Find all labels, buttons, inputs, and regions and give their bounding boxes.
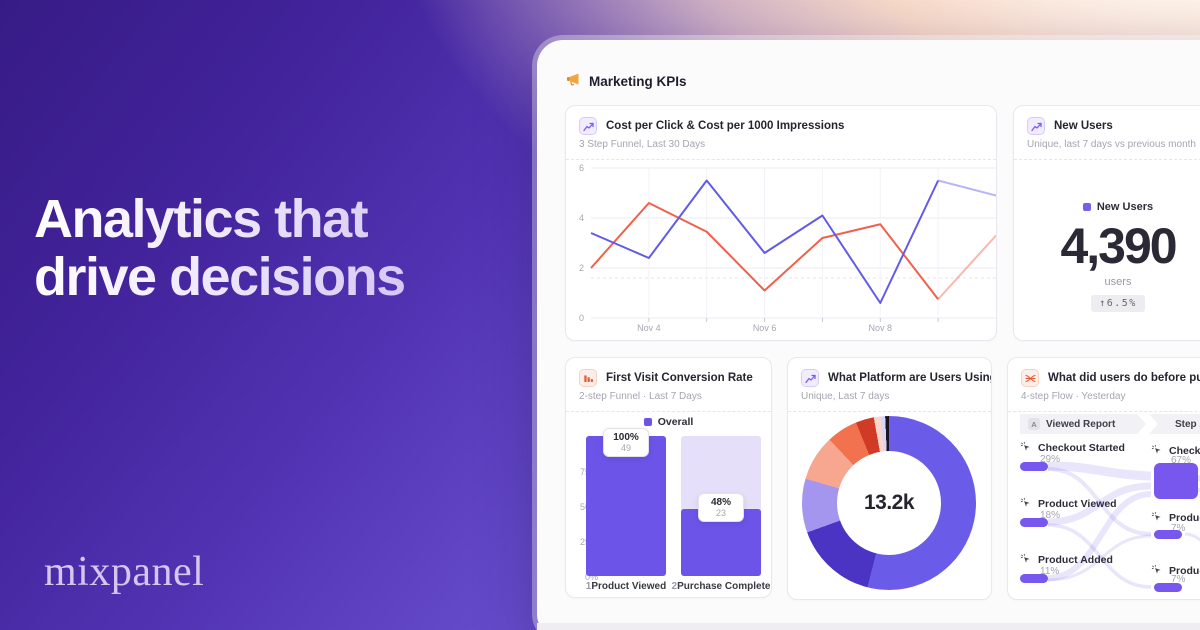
card-title: First Visit Conversion Rate bbox=[606, 372, 753, 384]
flow-node-label: Checkout Started bbox=[1020, 441, 1125, 455]
funnel-tooltip: 100% 49 bbox=[603, 428, 649, 457]
svg-text:2: 2 bbox=[579, 263, 584, 273]
flow-node-bar bbox=[1020, 518, 1048, 527]
card-title: What Platform are Users Using? bbox=[828, 372, 992, 384]
card-title: Cost per Click & Cost per 1000 Impressio… bbox=[606, 120, 845, 132]
flow-node-pct: 11% bbox=[1040, 566, 1060, 577]
card-subtitle: Unique, Last 7 days bbox=[801, 391, 890, 402]
kpi-legend: New Users bbox=[1082, 201, 1154, 213]
card-subtitle: 3 Step Funnel, Last 30 Days bbox=[579, 139, 706, 150]
card-cost-per-click-header: Cost per Click & Cost per 1000 Impressio… bbox=[566, 106, 996, 160]
step-a-badge: A bbox=[1028, 418, 1040, 430]
flow-node-bar bbox=[1154, 530, 1182, 539]
card-purchase-flow: What did users do before purchase 4-step… bbox=[1007, 357, 1200, 600]
kpi-unit: users bbox=[1104, 276, 1132, 288]
flow-node-pct: 7% bbox=[1171, 523, 1186, 534]
svg-text:Nov 4: Nov 4 bbox=[637, 323, 661, 333]
kpi-value: 4,390 bbox=[1060, 218, 1177, 274]
kpi-legend-label: New Users bbox=[1096, 201, 1154, 213]
board-title: Marketing KPIs bbox=[565, 71, 687, 92]
line-chart-icon bbox=[1027, 117, 1045, 135]
cpc-line-chart: 0 2 4 6 Nov 4 Nov 6 Nov 8 bbox=[579, 163, 996, 333]
platform-donut-chart: 13.2k bbox=[802, 416, 976, 590]
flow-node-pct: 18% bbox=[1040, 510, 1061, 521]
funnel-bars-icon bbox=[579, 369, 597, 387]
card-title: New Users bbox=[1054, 120, 1113, 132]
headline-line-2: drive decisions bbox=[34, 247, 405, 307]
card-subtitle: 4-step Flow · Yesterday bbox=[1021, 391, 1126, 402]
funnel-step-label: 1 Product Viewed bbox=[585, 581, 667, 592]
svg-text:Nov 8: Nov 8 bbox=[869, 323, 893, 333]
donut-hole: 13.2k bbox=[837, 451, 941, 555]
funnel-tooltip: 48% 23 bbox=[698, 492, 744, 522]
funnel-ytick: 0% bbox=[584, 572, 598, 582]
donut-total: 13.2k bbox=[863, 491, 915, 514]
panel-footer-strip bbox=[537, 623, 1200, 630]
flow-diagram: Checkout Started 29% Product Viewed 18% Prod… bbox=[1020, 438, 1200, 599]
kpi-delta-badge: ↑6.5% bbox=[1091, 295, 1145, 312]
megaphone-icon bbox=[565, 71, 581, 92]
line-chart-icon bbox=[579, 117, 597, 135]
card-flow-header: What did users do before purchase 4-step… bbox=[1008, 358, 1200, 412]
svg-text:4: 4 bbox=[579, 213, 584, 223]
flow-node-label: Product Viewed bbox=[1020, 497, 1117, 511]
headline-line-1: Analytics that bbox=[34, 189, 368, 249]
funnel-legend-label: Overall bbox=[657, 416, 694, 428]
flow-step1-header: A Viewed Report bbox=[1020, 414, 1146, 434]
flow-node-bar bbox=[1154, 583, 1182, 592]
click-event-icon bbox=[1020, 497, 1031, 511]
card-subtitle: Unique, last 7 days vs previous month bbox=[1027, 139, 1196, 150]
card-conversion-funnel: First Visit Conversion Rate 2-step Funne… bbox=[565, 357, 772, 598]
card-platform-header: What Platform are Users Using? Unique, L… bbox=[788, 358, 991, 412]
click-event-icon bbox=[1151, 564, 1162, 578]
flow-node-pct: 67% bbox=[1171, 455, 1192, 466]
flow-ribbons bbox=[1047, 461, 1200, 589]
card-title: What did users do before purchase bbox=[1048, 372, 1200, 384]
click-event-icon bbox=[1151, 511, 1162, 525]
flow-node-bar bbox=[1020, 574, 1048, 583]
flow-icon bbox=[1021, 369, 1039, 387]
svg-text:6: 6 bbox=[579, 163, 584, 173]
funnel-legend: Overall bbox=[566, 413, 771, 431]
funnel-step-label: 2 Purchase Complete bbox=[671, 581, 771, 592]
flow-node-label: Product Added bbox=[1020, 553, 1113, 567]
card-new-users-header: New Users Unique, last 7 days vs previou… bbox=[1014, 106, 1200, 160]
card-funnel-header: First Visit Conversion Rate 2-step Funne… bbox=[566, 358, 771, 412]
kpi-block: New Users 4,390 users ↑6.5% bbox=[1014, 198, 1200, 312]
card-subtitle: 2-step Funnel · Last 7 Days bbox=[579, 391, 702, 402]
step1-label: Viewed Report bbox=[1046, 418, 1116, 430]
mixpanel-logo: mixpanel bbox=[44, 549, 205, 595]
card-new-users: New Users Unique, last 7 days vs previou… bbox=[1013, 105, 1200, 341]
click-event-icon bbox=[1151, 444, 1162, 458]
flow-node-block bbox=[1154, 463, 1198, 499]
flow-step2-header: Step 2 bbox=[1149, 414, 1200, 434]
svg-text:0: 0 bbox=[579, 313, 584, 323]
line-chart-icon bbox=[801, 369, 819, 387]
card-cost-per-click: Cost per Click & Cost per 1000 Impressio… bbox=[565, 105, 997, 341]
flow-node-bar bbox=[1020, 462, 1048, 471]
funnel-plot: 0%25%50%75%100%491 Product Viewed48%232 … bbox=[566, 428, 771, 596]
funnel-bar bbox=[586, 436, 666, 576]
flow-node-label: Checkout bbox=[1151, 444, 1200, 458]
flow-node-pct: 7% bbox=[1171, 574, 1186, 585]
board-title-text: Marketing KPIs bbox=[589, 74, 687, 89]
card-platform-donut: What Platform are Users Using? Unique, L… bbox=[787, 357, 992, 600]
legend-swatch bbox=[1082, 203, 1091, 211]
flow-node-label: Product bbox=[1151, 564, 1200, 578]
click-event-icon bbox=[1020, 441, 1031, 455]
headline: Analytics that drive decisions bbox=[34, 190, 405, 306]
flow-node-label: Product bbox=[1151, 511, 1200, 525]
legend-swatch bbox=[643, 418, 652, 426]
flow-node-pct: 29% bbox=[1040, 454, 1061, 465]
step2-label: Step 2 bbox=[1175, 418, 1197, 430]
svg-text:Nov 6: Nov 6 bbox=[753, 323, 777, 333]
click-event-icon bbox=[1020, 553, 1031, 567]
dashboard-panel: Marketing KPIs Cost per Click & Cost per… bbox=[537, 40, 1200, 630]
